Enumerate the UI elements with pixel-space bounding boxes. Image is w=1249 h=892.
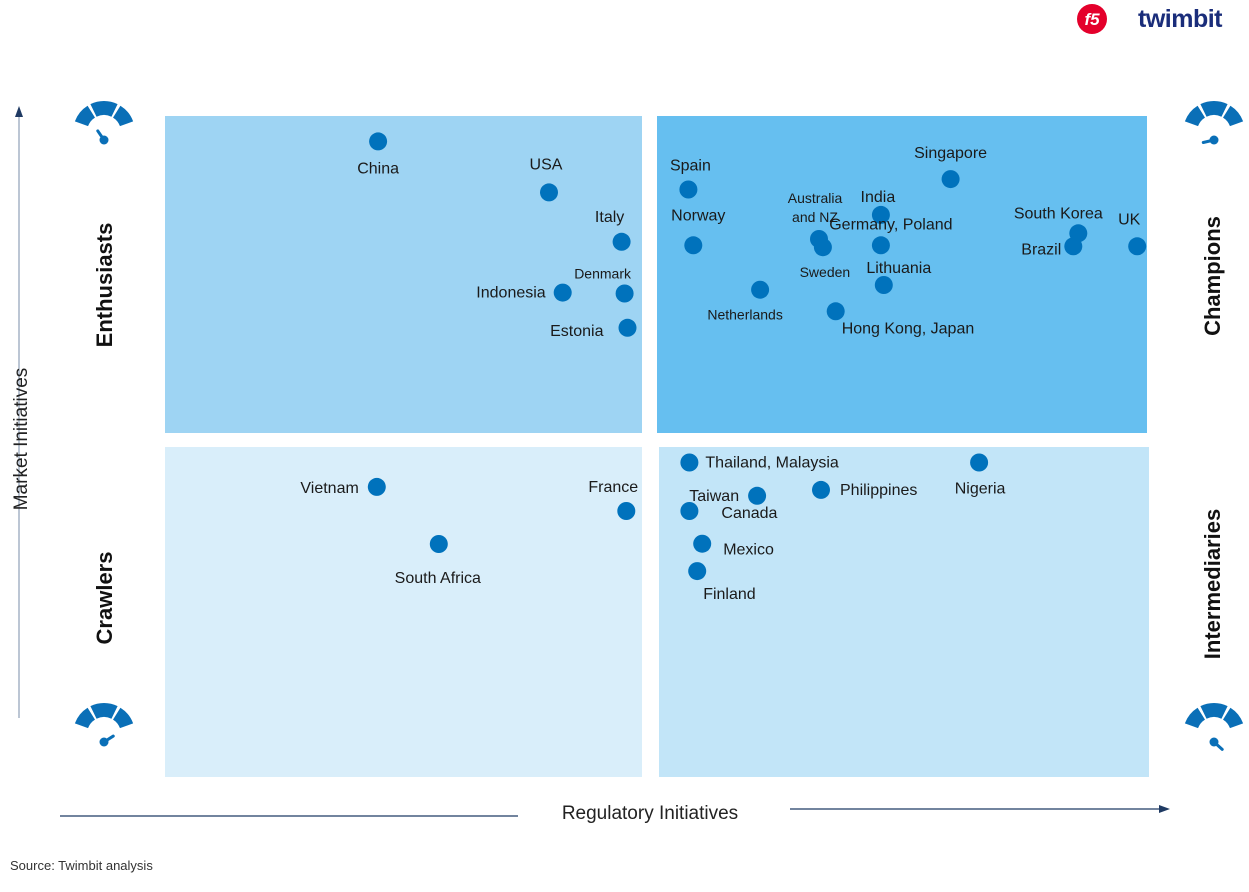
label-sweden: Sweden: [800, 264, 851, 280]
label-india: India: [861, 189, 896, 206]
point-spain: [679, 180, 698, 199]
quadrant-title-crawlers: Crawlers: [92, 552, 117, 645]
quadrant-title-enthusiasts: Enthusiasts: [92, 223, 117, 348]
point-brazil: [1064, 237, 1083, 256]
point-sweden: [813, 238, 832, 257]
point-hong-kong-japan: [826, 302, 845, 321]
quadrant-enthusiasts: [165, 116, 642, 433]
label-lithuania: Lithuania: [866, 260, 931, 277]
label-denmark: Denmark: [574, 266, 632, 282]
twimbit-logo: twimbit: [1138, 4, 1223, 33]
label-vietnam: Vietnam: [300, 480, 358, 497]
quadrant-title-intermediaries: Intermediaries: [1200, 509, 1225, 659]
label-uk: UK: [1118, 211, 1141, 228]
point-philippines: [812, 480, 830, 499]
label-indonesia: Indonesia: [476, 285, 545, 302]
point-denmark: [615, 284, 634, 303]
label-usa: USA: [530, 156, 563, 173]
label-france: France: [588, 479, 638, 496]
point-uk: [1128, 237, 1147, 256]
label-mexico: Mexico: [723, 542, 774, 559]
label-germany-poland: Germany, Poland: [829, 216, 952, 233]
source-note: Source: Twimbit analysis: [10, 858, 153, 873]
point-canada: [680, 502, 699, 520]
point-usa: [540, 183, 558, 202]
data-points: China USA Italy Denmark Indonesia Estonia Spai…: [300, 132, 1147, 603]
label-norway: Norway: [671, 207, 725, 224]
label-south-africa: South Africa: [395, 570, 481, 587]
gauge-icon-bottom-right: [1184, 703, 1244, 751]
quadrant-champions: [657, 116, 1147, 433]
label-australia-and-nz: Australia and NZ: [788, 190, 843, 225]
quadrant-title-champions: Champions: [1200, 216, 1225, 336]
label-spain: Spain: [670, 158, 711, 175]
label-italy: Italy: [595, 209, 624, 226]
gauge-icon-top-left: [74, 101, 134, 145]
svg-text:f5: f5: [1084, 10, 1100, 29]
label-netherlands: Netherlands: [707, 307, 783, 323]
quadrant-intermediaries: [659, 447, 1149, 777]
point-nigeria: [970, 453, 989, 472]
point-italy: [612, 232, 631, 251]
gauge-icon-bottom-left: [74, 703, 134, 747]
point-norway: [684, 236, 703, 255]
point-mexico: [693, 534, 712, 553]
label-canada: Canada: [721, 505, 777, 522]
point-finland: [688, 562, 707, 581]
label-philippines: Philippines: [840, 482, 917, 499]
label-singapore: Singapore: [914, 145, 987, 162]
label-hong-kong-japan: Hong Kong, Japan: [842, 320, 975, 337]
point-germany-poland: [871, 236, 890, 255]
label-china: China: [357, 160, 399, 177]
point-china: [369, 132, 388, 151]
point-france: [617, 502, 636, 520]
point-india: [871, 205, 890, 224]
y-axis-title: Market Initiatives: [11, 368, 32, 511]
gauge-icon-top-right: [1184, 101, 1244, 145]
point-singapore: [941, 170, 960, 189]
point-netherlands: [751, 280, 770, 299]
point-indonesia: [553, 283, 572, 302]
point-vietnam: [367, 477, 386, 496]
label-estonia: Estonia: [550, 323, 603, 340]
quadrant-crawlers: [165, 447, 642, 777]
label-nigeria: Nigeria: [955, 481, 1006, 498]
label-finland: Finland: [703, 586, 755, 603]
point-lithuania: [874, 276, 893, 294]
point-taiwan: [748, 486, 767, 505]
point-thailand-malaysia: [680, 453, 699, 472]
label-thailand-malaysia: Thailand, Malaysia: [705, 455, 839, 472]
label-brazil: Brazil: [1021, 241, 1061, 258]
f5-logo: f5: [1072, 2, 1112, 36]
point-estonia: [618, 318, 637, 337]
point-south-africa: [429, 535, 448, 553]
x-axis-arrow: [1159, 805, 1170, 813]
y-axis-arrow: [15, 106, 23, 117]
label-south-korea: South Korea: [1014, 205, 1103, 222]
x-axis-title: Regulatory Initiatives: [562, 803, 738, 824]
label-taiwan: Taiwan: [689, 488, 739, 505]
